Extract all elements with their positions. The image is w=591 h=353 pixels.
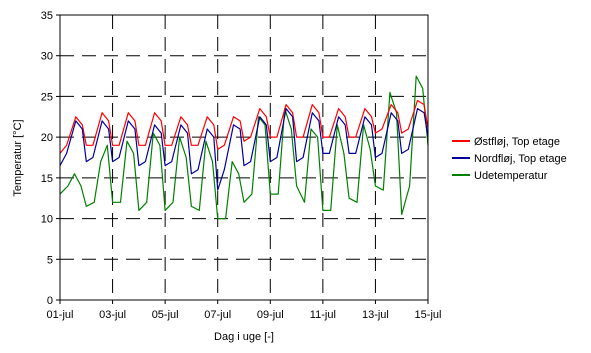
legend-entry: Udetemperatur (474, 170, 548, 182)
legend: Østfløj, Top etage Nordfløj, Top etage Ude… (448, 127, 586, 185)
y-axis-ticks: 0 5 10 15 20 25 30 35 (41, 10, 60, 307)
y-tick-label: 30 (41, 51, 53, 63)
y-axis-label: Temperatur [°C] (12, 119, 24, 196)
y-tick-label: 20 (41, 132, 53, 144)
series-layer (59, 75, 429, 220)
x-tick-label: 07-jul (204, 309, 231, 321)
x-tick-label: 09-jul (257, 309, 284, 321)
x-tick-label: 11-jul (310, 309, 336, 321)
y-tick-label: 5 (47, 254, 53, 266)
legend-entry: Østfløj, Top etage (474, 136, 560, 148)
y-tick-label: 15 (41, 173, 53, 185)
x-tick-label: 05-jul (152, 309, 179, 321)
y-tick-label: 25 (41, 91, 53, 103)
y-tick-label: 0 (47, 295, 53, 307)
x-tick-label: 13-jul (362, 309, 389, 321)
x-tick-label: 03-jul (99, 309, 126, 321)
plot-border (59, 14, 429, 301)
y-tick-label: 10 (41, 214, 53, 226)
x-axis-label: Dag i uge [-] (214, 331, 274, 343)
x-tick-label: 01-jul (47, 309, 74, 321)
series-line-2 (59, 75, 429, 220)
y-tick-label: 35 (41, 10, 53, 22)
x-axis-ticks: 01-jul 03-jul 05-jul 07-jul 09-jul 11-jul 13-j… (47, 300, 442, 321)
legend-entry: Nordfløj, Top etage (474, 153, 567, 165)
legend-box (448, 127, 586, 185)
x-tick-label: 15-jul (415, 309, 442, 321)
series-line-1 (59, 107, 429, 191)
series-line-0 (59, 99, 429, 154)
plot-area (60, 15, 428, 300)
